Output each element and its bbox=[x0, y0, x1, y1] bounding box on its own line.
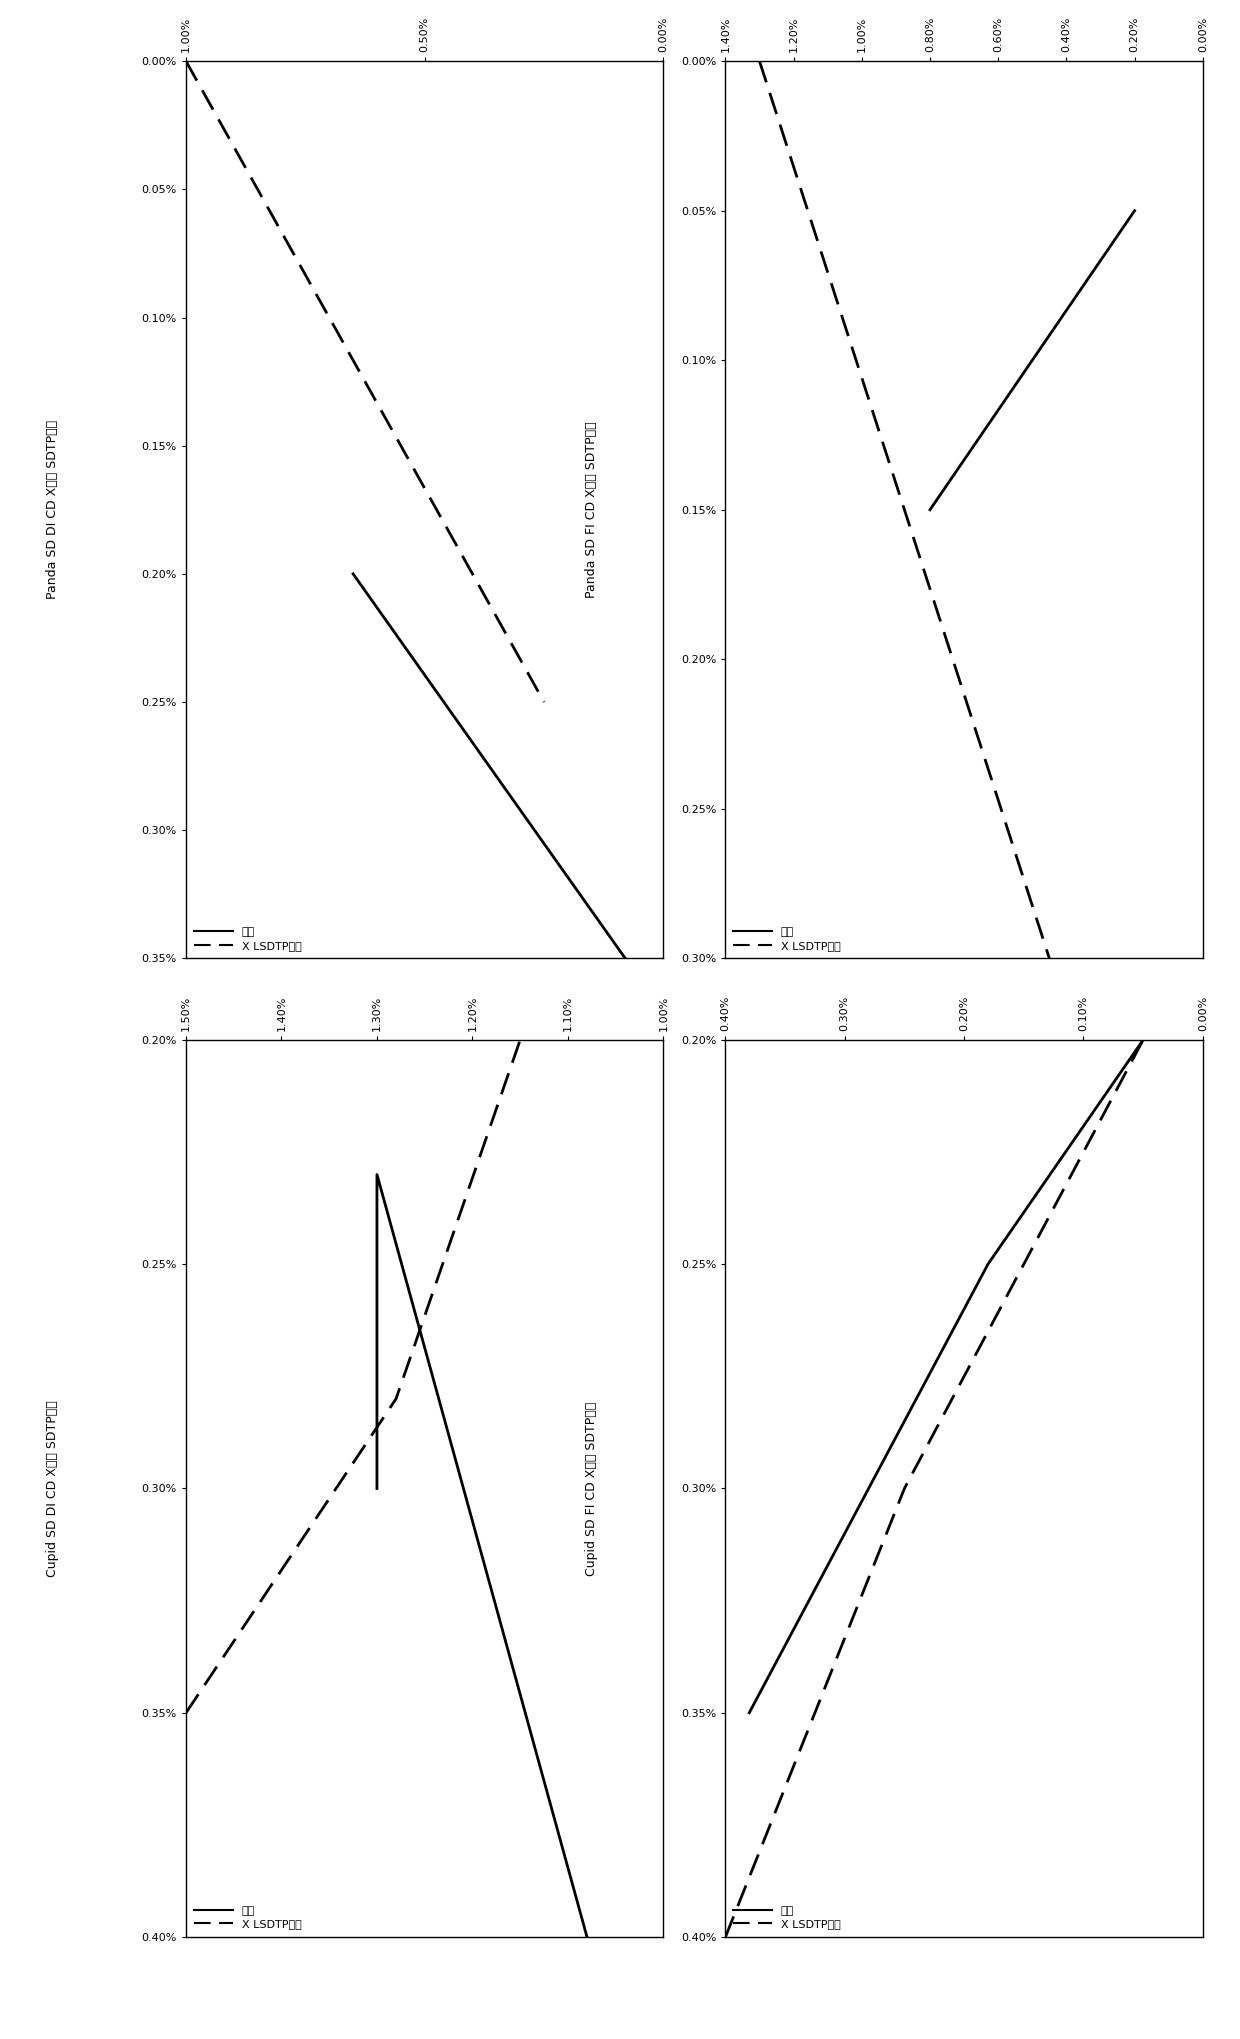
Text: Panda SD FI CD X亮线 SDTP匹配: Panda SD FI CD X亮线 SDTP匹配 bbox=[585, 422, 598, 597]
Text: Cupid SD DI CD X亮线 SDTP匹配: Cupid SD DI CD X亮线 SDTP匹配 bbox=[46, 1401, 58, 1576]
Legend: 亮线, X LSDTP匹配: 亮线, X LSDTP匹配 bbox=[729, 1902, 846, 1933]
Legend: 亮线, X LSDTP匹配: 亮线, X LSDTP匹配 bbox=[729, 924, 846, 954]
Legend: 亮线, X LSDTP匹配: 亮线, X LSDTP匹配 bbox=[190, 1902, 306, 1933]
Text: Panda SD DI CD X亮线 SDTP匹配: Panda SD DI CD X亮线 SDTP匹配 bbox=[46, 420, 58, 599]
Legend: 亮线, X LSDTP匹配: 亮线, X LSDTP匹配 bbox=[190, 924, 306, 954]
Text: Cupid SD FI CD X亮线 SDTP匹配: Cupid SD FI CD X亮线 SDTP匹配 bbox=[585, 1401, 598, 1576]
